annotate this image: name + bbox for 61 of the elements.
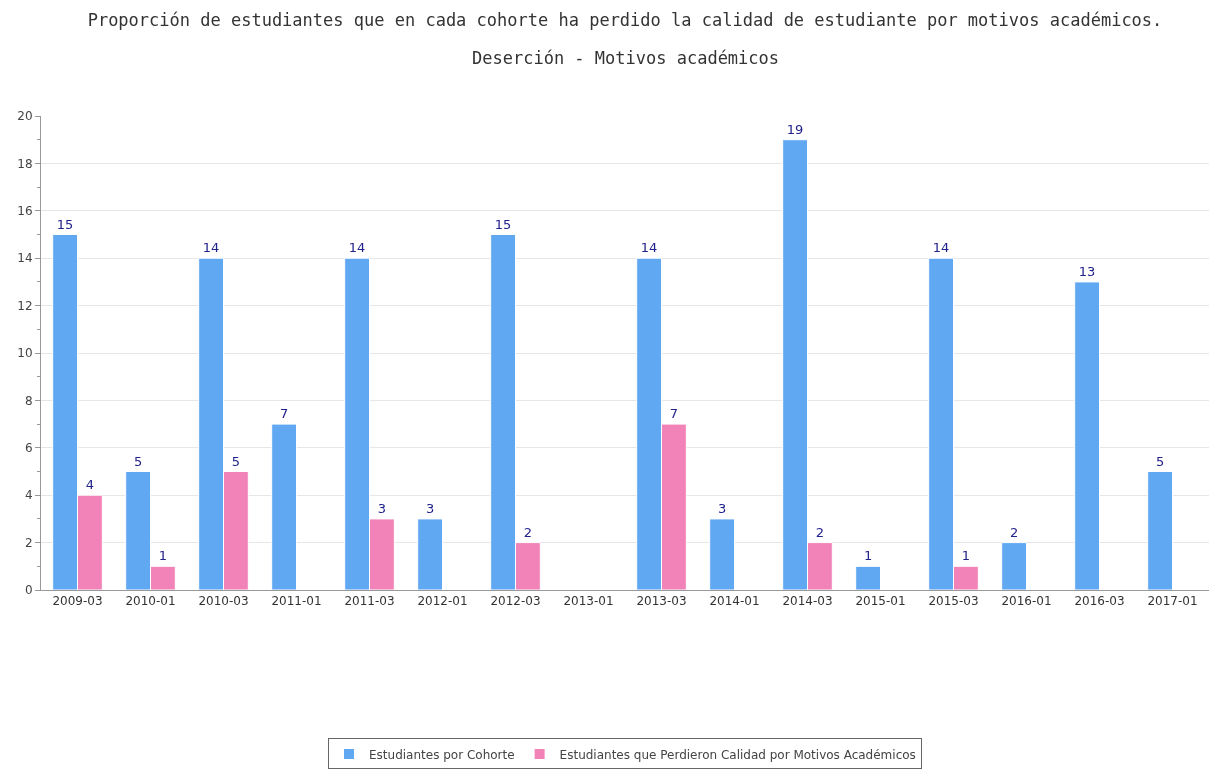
y-tick-label: 0 bbox=[24, 583, 33, 598]
data-label: 1 bbox=[158, 548, 168, 564]
data-label: 1 bbox=[961, 548, 971, 564]
bar bbox=[1074, 281, 1100, 590]
x-tick-label: 2015-01 bbox=[855, 594, 906, 609]
chart-subtitle: Deserción - Motivos académicos bbox=[472, 48, 780, 68]
y-tick-label: 14 bbox=[17, 251, 33, 266]
data-label: 7 bbox=[279, 406, 289, 422]
bar bbox=[417, 518, 443, 590]
x-tick-label: 2012-03 bbox=[490, 594, 541, 609]
bar bbox=[855, 565, 881, 590]
data-label: 4 bbox=[85, 477, 95, 493]
data-label: 13 bbox=[1078, 263, 1096, 279]
x-tick-label: 2016-01 bbox=[1001, 594, 1052, 609]
data-label: 14 bbox=[348, 240, 366, 256]
data-label: 3 bbox=[377, 500, 387, 516]
data-label: 19 bbox=[786, 121, 804, 137]
legend-label: Estudiantes que Perdieron Calidad por Motivos Académicos bbox=[559, 747, 916, 762]
y-tick-label: 2 bbox=[24, 535, 33, 550]
y-tick-label: 4 bbox=[24, 488, 33, 503]
x-tick-label: 2015-03 bbox=[928, 594, 979, 609]
data-label: 2 bbox=[1009, 524, 1019, 540]
bar bbox=[1001, 542, 1027, 590]
x-tick-label: 2016-03 bbox=[1074, 594, 1125, 609]
x-tick-label: 2013-01 bbox=[563, 594, 614, 609]
data-label: 2 bbox=[523, 524, 533, 540]
x-tick-label: 2017-01 bbox=[1147, 594, 1198, 609]
x-tick-label: 2010-01 bbox=[125, 594, 176, 609]
data-label: 5 bbox=[133, 453, 143, 469]
x-tick-label: 2013-03 bbox=[636, 594, 687, 609]
bar bbox=[1147, 471, 1173, 590]
chart-title: Proporción de estudiantes que en cada cohorte ha perdido la calidad de estudiante por motivos académicos. bbox=[87, 9, 1163, 30]
data-label: 15 bbox=[56, 216, 74, 232]
y-tick-label: 18 bbox=[17, 156, 33, 171]
y-tick-label: 6 bbox=[24, 441, 33, 455]
data-label: 3 bbox=[717, 500, 727, 516]
y-tick-label: 12 bbox=[17, 298, 33, 313]
data-label: 15 bbox=[494, 216, 512, 232]
x-tick-label: 2012-01 bbox=[417, 594, 468, 609]
bar bbox=[271, 423, 297, 590]
data-label: 14 bbox=[640, 240, 658, 256]
x-tick-label: 2011-03 bbox=[344, 594, 395, 609]
y-tick-label: 8 bbox=[24, 393, 33, 408]
y-tick-label: 20 bbox=[17, 109, 33, 124]
data-label: 1 bbox=[863, 548, 873, 564]
data-label: 5 bbox=[231, 453, 241, 469]
x-tick-label: 2010-03 bbox=[198, 594, 249, 609]
x-tick-label: 2014-01 bbox=[709, 594, 760, 609]
data-label: 5 bbox=[1155, 453, 1165, 469]
x-tick-label: 2009-03 bbox=[52, 594, 103, 609]
y-tick-label: 16 bbox=[17, 204, 33, 218]
data-label: 3 bbox=[425, 500, 435, 516]
data-label: 14 bbox=[202, 240, 220, 256]
data-label: 2 bbox=[815, 524, 825, 540]
data-label: 7 bbox=[669, 406, 679, 422]
x-tick-label: 2011-01 bbox=[271, 594, 322, 609]
legend-label: Estudiantes por Cohorte bbox=[369, 747, 515, 762]
y-tick-label: 10 bbox=[17, 346, 33, 361]
data-label: 14 bbox=[932, 240, 950, 256]
x-tick-label: 2014-03 bbox=[782, 594, 833, 609]
bar bbox=[709, 518, 735, 590]
